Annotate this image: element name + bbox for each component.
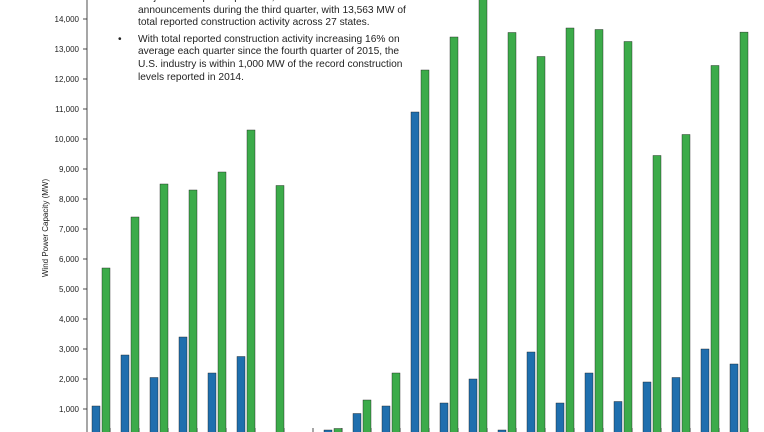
bar-blue	[323, 429, 333, 432]
bar-blue	[584, 372, 594, 432]
bar-blue	[207, 372, 217, 432]
bar-green	[594, 29, 604, 432]
bar-green	[420, 69, 430, 432]
bar-blue	[468, 378, 478, 432]
y-tick-label: 7,000	[59, 225, 80, 234]
bar-blue	[613, 401, 623, 432]
y-tick-label: 9,000	[59, 165, 80, 174]
bar-green	[130, 216, 140, 432]
y-tick-label: 8,000	[59, 195, 80, 204]
bar-green	[710, 65, 720, 432]
bar-blue	[642, 381, 652, 432]
bar-green	[478, 0, 488, 432]
bar-green	[362, 399, 372, 432]
bar-green	[681, 134, 691, 432]
bar-blue	[410, 111, 420, 432]
bar-green	[536, 56, 546, 432]
y-tick-label: 3,000	[59, 345, 80, 354]
bar-blue	[178, 336, 188, 432]
bar-blue	[149, 377, 159, 432]
bar-blue	[526, 351, 536, 432]
annotation-text: Project developers reported 2,501 MW in …	[138, 0, 406, 29]
bar-green	[623, 41, 633, 432]
y-tick-label: 6,000	[59, 255, 80, 264]
y-tick-label: 2,000	[59, 375, 80, 384]
bars	[91, 0, 749, 432]
y-tick-label: 12,000	[55, 75, 80, 84]
bar-green	[507, 32, 517, 432]
bar-blue	[236, 356, 246, 432]
bar-blue	[700, 348, 710, 432]
bar-green	[246, 129, 256, 432]
bullet-icon: •	[118, 33, 122, 45]
y-tick-label: 5,000	[59, 285, 80, 294]
y-tick-label: 14,000	[55, 15, 80, 24]
bar-green	[217, 171, 227, 432]
y-tick-label: 4,000	[59, 315, 80, 324]
bar-green	[188, 189, 198, 432]
bar-blue	[91, 405, 101, 432]
y-tick-label: 13,000	[55, 45, 80, 54]
y-axis-label: Wind Power Capacity (MW)	[41, 179, 50, 278]
annotation-text: With total reported construction activit…	[138, 33, 403, 83]
bar-green	[565, 27, 575, 432]
annotation-box: • Project developers reported 2,501 MW i…	[114, 0, 414, 88]
bar-green	[159, 183, 169, 432]
bar-green	[449, 36, 459, 432]
bar-blue	[439, 402, 449, 432]
bar-blue	[671, 377, 681, 432]
bar-blue	[497, 429, 507, 432]
bullet-icon: •	[118, 0, 122, 5]
y-tick-label: 1,000	[59, 405, 80, 414]
bar-green	[391, 372, 401, 432]
bar-blue	[729, 363, 739, 432]
bar-blue	[381, 405, 391, 432]
y-tick-label: 11,000	[55, 105, 79, 114]
bar-green	[101, 267, 111, 432]
annotation-note: • With total reported construction activ…	[114, 34, 414, 84]
bar-blue	[120, 354, 130, 432]
bar-green	[275, 185, 285, 432]
bar-green	[652, 155, 662, 432]
y-tick-label: 10,000	[55, 135, 80, 144]
bar-blue	[352, 413, 362, 432]
annotation-note: • Project developers reported 2,501 MW i…	[114, 0, 414, 30]
bar-green	[333, 428, 343, 432]
bar-blue	[555, 402, 565, 432]
bar-green	[739, 31, 749, 432]
y-axis-ticks: 1,000 2,000 3,000 4,000 5,000 6,000 7,000 8,000…	[55, 15, 87, 414]
